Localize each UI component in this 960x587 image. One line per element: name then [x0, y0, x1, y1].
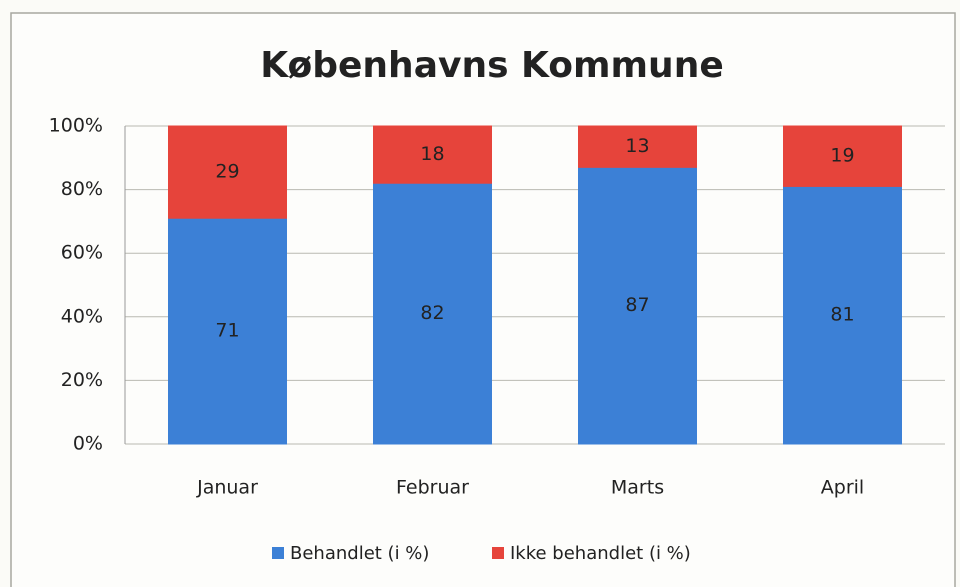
y-tick-label: 40% [61, 305, 103, 327]
bar-shade [168, 126, 287, 219]
legend-swatch [492, 547, 504, 559]
x-tick-label: Februar [396, 477, 469, 499]
y-tick-label: 20% [61, 369, 103, 391]
bar-shade [578, 126, 697, 168]
data-label: 29 [215, 161, 239, 183]
x-tick-label: Januar [196, 477, 258, 499]
x-tick-label: Marts [611, 477, 664, 499]
bar-shade [373, 126, 492, 184]
data-label: 81 [830, 304, 854, 326]
data-label: 18 [420, 143, 444, 165]
data-label: 13 [625, 135, 649, 157]
y-tick-label: 100% [49, 115, 103, 137]
y-tick-label: 0% [73, 433, 103, 455]
data-label: 87 [625, 294, 649, 316]
bar-shade [168, 218, 287, 444]
data-label: 82 [420, 302, 444, 324]
bar-shade [373, 183, 492, 445]
chart-title: Københavns Kommune [260, 45, 723, 86]
bar-shade [783, 126, 902, 187]
x-tick-label: April [821, 477, 864, 499]
legend-swatch [272, 547, 284, 559]
bar-shade [783, 186, 902, 445]
legend-label: Behandlet (i %) [290, 543, 429, 564]
data-label: 19 [830, 145, 854, 167]
bar-shade [578, 167, 697, 444]
y-tick-label: 60% [61, 242, 103, 264]
data-label: 71 [215, 320, 239, 342]
y-tick-label: 80% [61, 178, 103, 200]
legend-label: Ikke behandlet (i %) [510, 543, 691, 564]
